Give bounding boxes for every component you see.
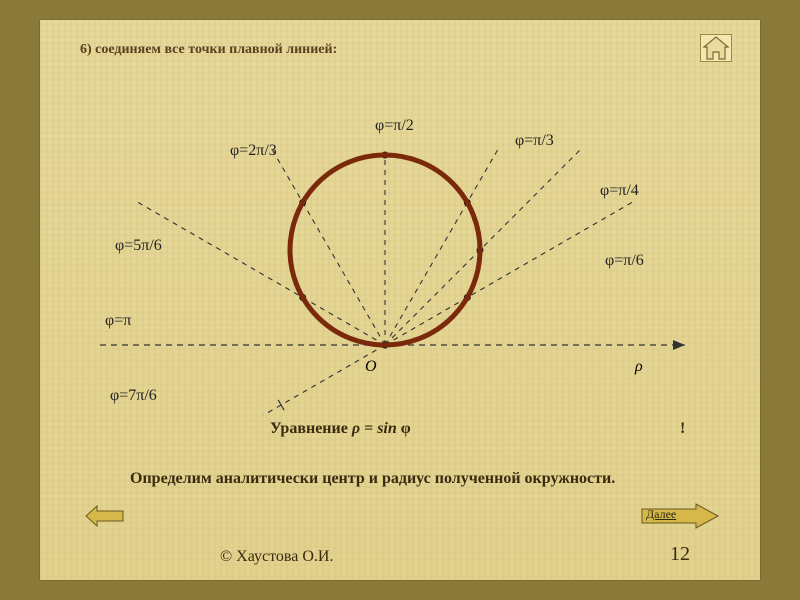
copyright: © Хаустова О.И. (220, 548, 333, 566)
svg-text:φ=π/6: φ=π/6 (605, 252, 644, 269)
equation-lhs: ρ (352, 420, 360, 437)
slide: 6) соединяем все точки плавной линией: φ… (40, 20, 760, 580)
svg-text:φ=5π/6: φ=5π/6 (115, 237, 162, 254)
equation-prefix: Уравнение (270, 420, 352, 437)
equation-mid: = (360, 420, 377, 437)
svg-text:ρ: ρ (634, 358, 643, 375)
slide-background: 6) соединяем все точки плавной линией: φ… (0, 0, 800, 600)
equation: Уравнение ρ = sin φ (270, 420, 411, 438)
task-text: Определим аналитически центр и радиус по… (130, 470, 615, 488)
home-icon (701, 35, 731, 61)
page-number: 12 (670, 543, 690, 566)
equation-func: sin (377, 420, 397, 437)
arrow-left-icon (85, 504, 125, 528)
svg-text:φ=π/2: φ=π/2 (375, 117, 414, 134)
exclamation: ! (680, 420, 685, 438)
step-title: 6) соединяем все точки плавной линией: (80, 42, 337, 58)
svg-text:φ=π/4: φ=π/4 (600, 182, 639, 199)
equation-arg: φ (397, 420, 411, 437)
back-button[interactable] (85, 504, 125, 528)
svg-text:φ=π: φ=π (105, 312, 131, 329)
diagram-svg: φ=π φ=π/6 φ=π/4 φ=π/3 φ=π/2 φ=2π/3 φ=5π/6 φ=7π/… (85, 75, 715, 415)
svg-text:φ=7π/6: φ=7π/6 (110, 387, 157, 404)
svg-text:O: O (365, 358, 377, 375)
polar-diagram: φ=π φ=π/6 φ=π/4 φ=π/3 φ=π/2 φ=2π/3 φ=5π/6 φ=7π/… (85, 75, 715, 415)
next-button[interactable]: Далее (640, 502, 720, 530)
svg-text:φ=2π/3: φ=2π/3 (230, 142, 277, 159)
home-button[interactable] (700, 34, 732, 62)
svg-text:φ=π/3: φ=π/3 (515, 132, 554, 149)
next-label: Далее (646, 507, 676, 522)
